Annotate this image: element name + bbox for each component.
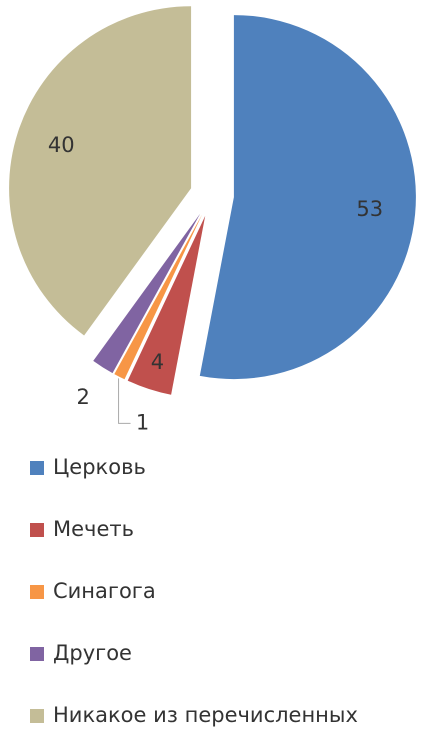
data-label: 4 (151, 350, 164, 374)
legend-label: Другое (53, 641, 132, 665)
data-label: 40 (48, 133, 75, 157)
leader-line (118, 378, 131, 424)
legend-swatch (30, 523, 44, 537)
legend-swatch (30, 585, 44, 599)
data-label: 53 (356, 197, 383, 221)
data-label: 2 (76, 385, 89, 409)
legend-swatch (30, 461, 44, 475)
legend-swatch (30, 709, 44, 723)
legend-label: Синагога (53, 579, 156, 603)
legend-label: Церковь (53, 455, 146, 479)
legend-label: Мечеть (53, 517, 134, 541)
pie-slice (9, 6, 192, 336)
legend-swatch (30, 647, 44, 661)
data-label: 1 (136, 410, 149, 434)
pie-slice (114, 214, 203, 380)
pie-slice (127, 215, 206, 395)
pie-slice (93, 213, 201, 374)
legend-label: Никакое из перечисленных (53, 703, 358, 727)
pie-slice (199, 15, 416, 380)
